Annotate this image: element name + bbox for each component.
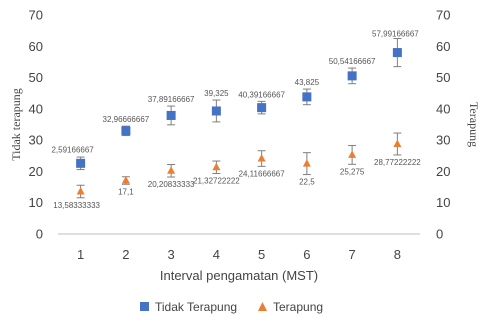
y-left-tick-label: 10 (29, 195, 43, 210)
data-label: 21,32722222 (193, 177, 240, 186)
data-label: 28,77222222 (374, 158, 421, 167)
x-tick-label: 8 (394, 247, 401, 262)
data-point-terapung (167, 166, 176, 174)
y-right-tick-label: 40 (436, 101, 450, 116)
data-point-tidak-terapung (121, 126, 131, 136)
data-label: 2,59166667 (51, 145, 94, 154)
x-tick-label: 3 (168, 247, 175, 262)
data-point-tidak-terapung (392, 48, 402, 58)
y-right-tick-label: 50 (436, 70, 450, 85)
data-label: 24,11666667 (239, 169, 286, 178)
data-point-terapung (257, 154, 266, 162)
y-right-tick-label: 70 (436, 8, 450, 23)
data-point-terapung (348, 150, 357, 158)
y-left-tick-label: 70 (29, 8, 43, 23)
y-right-tick-label: 20 (436, 164, 450, 179)
data-point-terapung (302, 159, 311, 167)
x-tick-label: 5 (258, 247, 265, 262)
x-tick-label: 1 (77, 247, 84, 262)
data-label: 39,325 (204, 89, 229, 98)
data-label: 13,58333333 (53, 201, 100, 210)
data-label: 22,5 (299, 178, 315, 187)
x-tick-label: 6 (303, 247, 310, 262)
y-left-tick-label: 60 (29, 39, 43, 54)
data-point-tidak-terapung (302, 92, 312, 102)
y-axis-left-title: Tidak terapung (9, 88, 23, 161)
y-right-tick-label: 60 (436, 39, 450, 54)
legend-label: Terapung (273, 300, 323, 314)
data-label: 20,20833333 (148, 180, 195, 189)
y-right-tick-label: 30 (436, 133, 450, 148)
data-point-tidak-terapung (347, 71, 357, 81)
legend-label: Tidak Terapung (155, 300, 237, 314)
y-left-tick-label: 30 (29, 133, 43, 148)
y-left-tick-label: 40 (29, 101, 43, 116)
chart-data-labels: 2,59166667 32,96666667 37,89166667 39,325 40… (51, 29, 421, 209)
data-point-terapung (76, 187, 85, 195)
legend: Tidak Terapung Terapung (140, 300, 323, 314)
x-tick-label: 2 (122, 247, 129, 262)
data-label: 40,39166667 (238, 90, 285, 99)
x-tick-label: 7 (349, 247, 356, 262)
data-label: 57,99166667 (372, 29, 419, 38)
y-left-tick-label: 50 (29, 70, 43, 85)
data-point-terapung (121, 176, 130, 184)
data-point-tidak-terapung (211, 106, 221, 116)
data-point-terapung (393, 139, 402, 147)
data-label: 25,275 (340, 167, 365, 176)
legend-marker-tidak-terapung (140, 302, 149, 311)
y-left-tick-label: 20 (29, 164, 43, 179)
data-point-tidak-terapung (76, 158, 86, 168)
y-left-tick-label: 0 (36, 227, 43, 242)
x-axis-title: Interval pengamatan (MST) (160, 268, 318, 283)
chart-marks (76, 37, 402, 199)
legend-marker-terapung (258, 302, 267, 311)
chart-axes: 0 0 10 10 20 20 30 30 40 40 50 50 60 60 70 70 1 2 3 4 5 6 7 8 (29, 8, 451, 263)
y-axis-right-title: Terapung (467, 102, 481, 147)
data-label: 37,89166667 (148, 95, 195, 104)
data-point-tidak-terapung (166, 110, 176, 120)
y-right-tick-label: 0 (436, 227, 443, 242)
data-point-terapung (212, 162, 221, 171)
data-label: 32,96666667 (103, 115, 150, 124)
data-point-tidak-terapung (257, 103, 267, 113)
x-tick-label: 4 (213, 247, 220, 262)
data-label: 17,1 (118, 187, 134, 196)
data-label: 43,825 (295, 78, 320, 87)
y-right-tick-label: 10 (436, 195, 450, 210)
data-label: 50,54166667 (329, 57, 376, 66)
